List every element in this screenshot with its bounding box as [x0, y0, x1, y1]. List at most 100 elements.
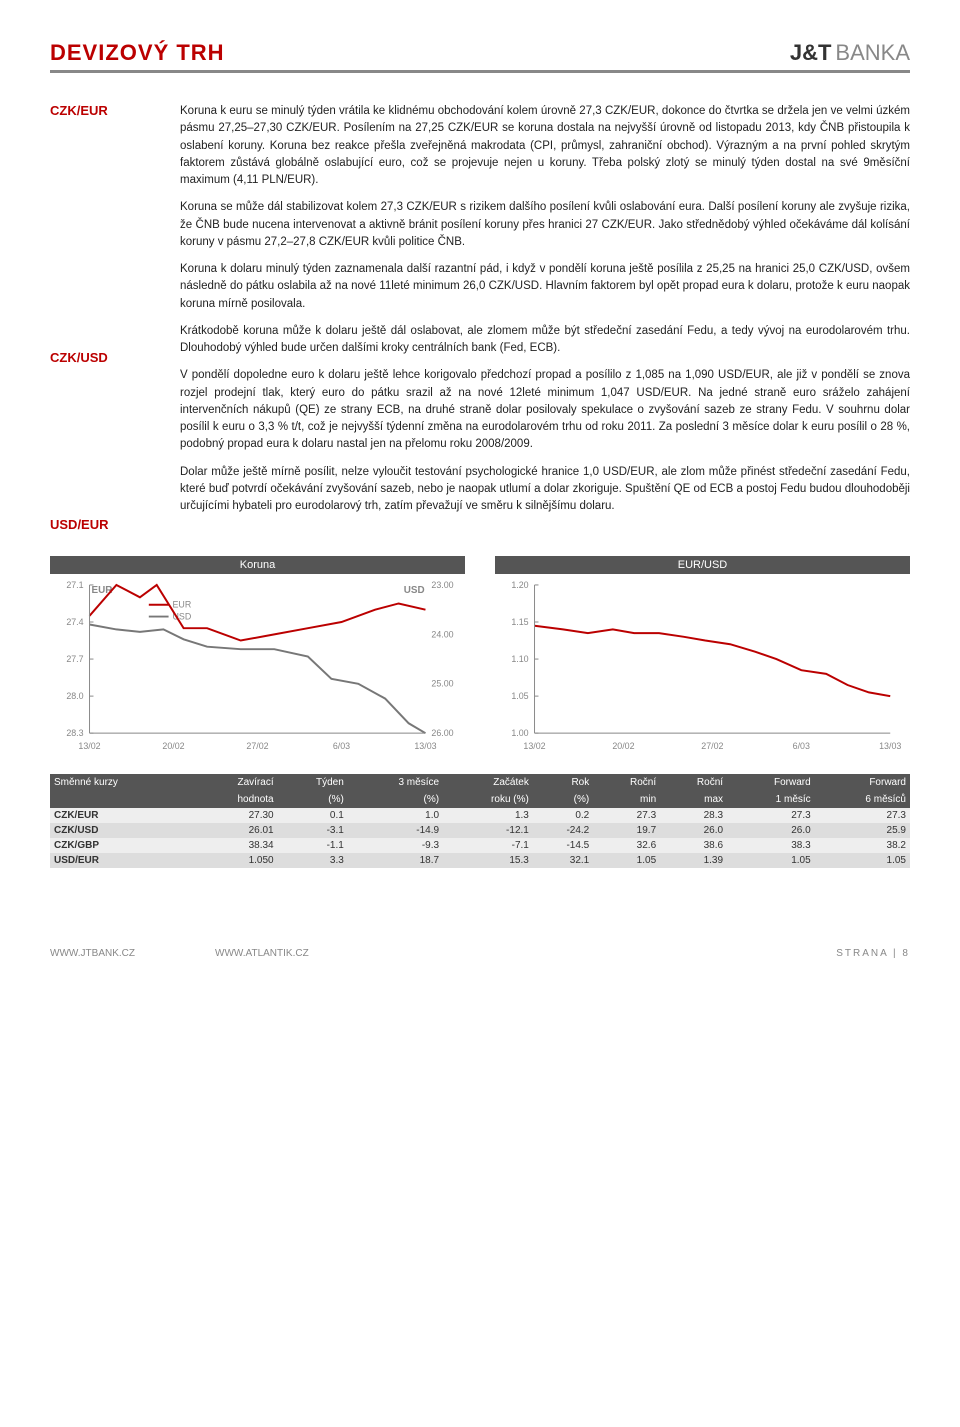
th: min	[593, 791, 660, 808]
td: 1.050	[191, 853, 278, 868]
chart-title: Koruna	[50, 556, 465, 574]
chart-eurusd: EUR/USD 1.201.151.101.051.0013/0220/0227…	[495, 556, 910, 754]
th: Roční	[593, 774, 660, 791]
th: roku (%)	[443, 791, 533, 808]
th: Roční	[660, 774, 727, 791]
fx-table: Směnné kurzyZavíracíTýden3 měsíceZačátek…	[50, 774, 910, 868]
chart-koruna: Koruna 27.127.427.728.028.323.0024.0025.…	[50, 556, 465, 754]
svg-text:EUR: EUR	[173, 600, 192, 610]
td: 1.05	[593, 853, 660, 868]
label-czk-usd: CZK/USD	[50, 350, 150, 365]
svg-text:1.10: 1.10	[511, 654, 528, 664]
svg-text:23.00: 23.00	[431, 580, 453, 590]
td: 27.3	[727, 808, 815, 823]
svg-text:1.00: 1.00	[511, 728, 528, 738]
section-czk-eur: Koruna k euru se minulý týden vrátila ke…	[180, 103, 910, 251]
th: (%)	[348, 791, 443, 808]
th-label: Směnné kurzy	[50, 774, 191, 791]
th: Forward	[727, 774, 815, 791]
td: 26.0	[727, 823, 815, 838]
th: Začátek	[443, 774, 533, 791]
td: -14.5	[533, 838, 593, 853]
td-name: USD/EUR	[50, 853, 191, 868]
svg-text:13/02: 13/02	[523, 741, 545, 751]
svg-text:28.3: 28.3	[66, 728, 83, 738]
td: 0.1	[278, 808, 348, 823]
svg-text:24.00: 24.00	[431, 629, 453, 639]
table-row: CZK/GBP38.34-1.1-9.3-7.1-14.532.638.638.…	[50, 838, 910, 853]
table-row: CZK/EUR27.300.11.01.30.227.328.327.327.3	[50, 808, 910, 823]
svg-text:1.20: 1.20	[511, 580, 528, 590]
td: 28.3	[660, 808, 727, 823]
td: 27.3	[593, 808, 660, 823]
td: 3.3	[278, 853, 348, 868]
td: 38.3	[727, 838, 815, 853]
section-czk-usd: Koruna k dolaru minulý týden zaznamenala…	[180, 261, 910, 357]
td: 1.05	[727, 853, 815, 868]
label-czk-eur: CZK/EUR	[50, 103, 150, 118]
svg-text:20/02: 20/02	[162, 741, 184, 751]
td: 38.2	[815, 838, 910, 853]
para: Dolar může ještě mírně posílit, nelze vy…	[180, 464, 910, 516]
label-usd-eur: USD/EUR	[50, 517, 150, 532]
td: 32.1	[533, 853, 593, 868]
logo-jt: J&T	[790, 40, 832, 65]
th: Zavírací	[191, 774, 278, 791]
chart-title: EUR/USD	[495, 556, 910, 574]
footer-link: WWW.ATLANTIK.CZ	[215, 948, 309, 959]
svg-text:20/02: 20/02	[612, 741, 634, 751]
svg-text:25.00: 25.00	[431, 679, 453, 689]
td: 18.7	[348, 853, 443, 868]
page-header: DEVIZOVÝ TRH J&TBANKA	[50, 40, 910, 73]
svg-text:28.0: 28.0	[66, 691, 83, 701]
td: 1.3	[443, 808, 533, 823]
td: -1.1	[278, 838, 348, 853]
svg-text:1.15: 1.15	[511, 617, 528, 627]
para: V pondělí dopoledne euro k dolaru ještě …	[180, 367, 910, 453]
td-name: CZK/EUR	[50, 808, 191, 823]
td: 38.6	[660, 838, 727, 853]
td: 38.34	[191, 838, 278, 853]
th: max	[660, 791, 727, 808]
svg-text:13/03: 13/03	[879, 741, 901, 751]
td: -9.3	[348, 838, 443, 853]
td: -7.1	[443, 838, 533, 853]
svg-text:13/02: 13/02	[78, 741, 100, 751]
td: 19.7	[593, 823, 660, 838]
footer-links: WWW.JTBANK.CZ WWW.ATLANTIK.CZ	[50, 948, 309, 959]
th: hodnota	[191, 791, 278, 808]
th: 1 měsíc	[727, 791, 815, 808]
td: 0.2	[533, 808, 593, 823]
td: 27.3	[815, 808, 910, 823]
th: (%)	[278, 791, 348, 808]
th: Rok	[533, 774, 593, 791]
para: Koruna se může dál stabilizovat kolem 27…	[180, 199, 910, 251]
table-row: USD/EUR1.0503.318.715.332.11.051.391.051…	[50, 853, 910, 868]
para: Koruna k euru se minulý týden vrátila ke…	[180, 103, 910, 189]
td: 26.0	[660, 823, 727, 838]
td-name: CZK/GBP	[50, 838, 191, 853]
section-usd-eur: V pondělí dopoledne euro k dolaru ještě …	[180, 367, 910, 515]
svg-text:6/03: 6/03	[793, 741, 810, 751]
svg-text:27/02: 27/02	[246, 741, 268, 751]
footer: WWW.JTBANK.CZ WWW.ATLANTIK.CZ STRANA | 8	[50, 948, 910, 979]
td: 1.39	[660, 853, 727, 868]
table-head: Směnné kurzyZavíracíTýden3 měsíceZačátek…	[50, 774, 910, 808]
th: 6 měsíců	[815, 791, 910, 808]
para: Koruna k dolaru minulý týden zaznamenala…	[180, 261, 910, 313]
td: 26.01	[191, 823, 278, 838]
eurusd-svg: 1.201.151.101.051.0013/0220/0227/026/031…	[495, 574, 910, 754]
svg-text:27.7: 27.7	[66, 654, 83, 664]
td-name: CZK/USD	[50, 823, 191, 838]
th: Forward	[815, 774, 910, 791]
th: 3 měsíce	[348, 774, 443, 791]
td: 1.0	[348, 808, 443, 823]
td: -12.1	[443, 823, 533, 838]
table: Směnné kurzyZavíracíTýden3 měsíceZačátek…	[50, 774, 910, 868]
charts-row: Koruna 27.127.427.728.028.323.0024.0025.…	[50, 556, 910, 754]
table-row: CZK/USD26.01-3.1-14.9-12.1-24.219.726.02…	[50, 823, 910, 838]
svg-text:27/02: 27/02	[701, 741, 723, 751]
svg-text:13/03: 13/03	[414, 741, 436, 751]
chart-body: 27.127.427.728.028.323.0024.0025.0026.00…	[50, 574, 465, 754]
footer-link: WWW.JTBANK.CZ	[50, 948, 135, 959]
